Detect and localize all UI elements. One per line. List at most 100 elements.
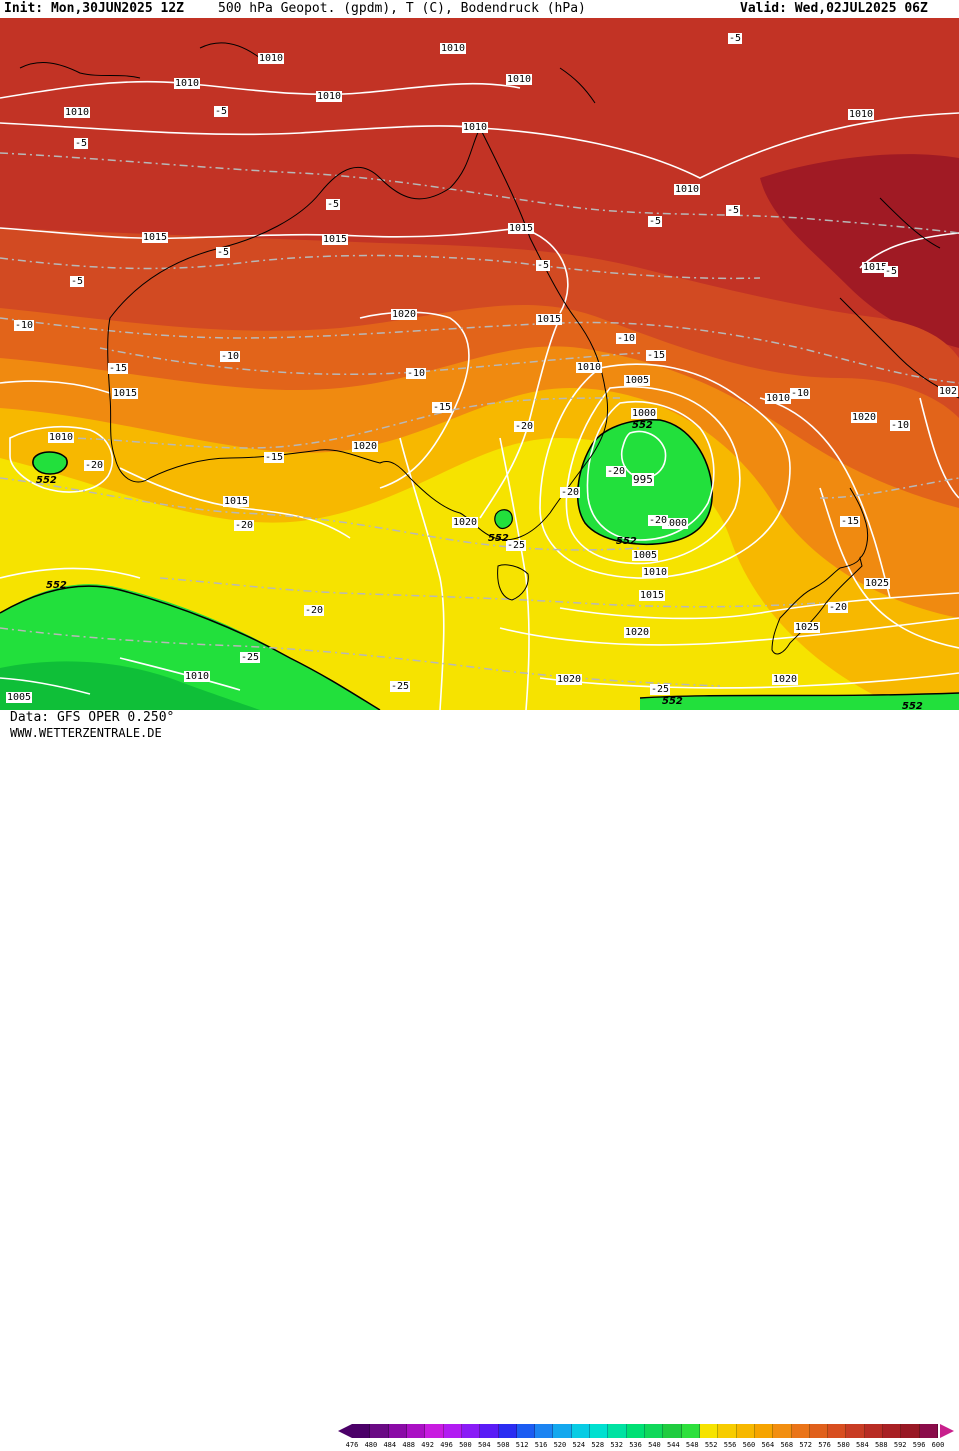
isotherm-label: -20 [514, 421, 535, 432]
scale-swatch [736, 1424, 755, 1438]
isobar-label: 1010 [765, 393, 792, 404]
isotherm-label: -15 [840, 516, 861, 527]
scale-tick-label: 532 [610, 1441, 623, 1449]
scale-tick-label: 572 [799, 1441, 812, 1449]
isobar-label: 1010 [642, 567, 669, 578]
isotherm-label: -15 [432, 402, 453, 413]
scale-tick-label: 488 [402, 1441, 416, 1449]
isotherm-label: -15 [646, 350, 667, 361]
scale-tick-label: 600 [931, 1441, 945, 1449]
scale-swatch [535, 1424, 554, 1438]
scale-swatch [919, 1424, 938, 1438]
scale-arrow-right-icon [940, 1424, 954, 1438]
scale-tick-label: 576 [818, 1441, 831, 1449]
isobar-label: 1015 [508, 223, 535, 234]
map-canvas [0, 18, 959, 710]
scale-arrow-left-icon [338, 1424, 352, 1438]
scale-swatch [461, 1424, 481, 1438]
isotherm-label: -5 [216, 247, 231, 258]
isotherm-label: -10 [406, 368, 427, 379]
geopot-552-contour [0, 585, 381, 710]
scale-tick-label: 480 [364, 1441, 378, 1449]
isobar-label: 1000 [631, 408, 658, 419]
isotherm-label: -25 [650, 684, 671, 695]
isotherm-label: -10 [890, 420, 911, 431]
isobar-label: 1000 [662, 518, 689, 529]
scale-swatch [883, 1424, 902, 1438]
scale-tick-label: 568 [780, 1441, 794, 1449]
scale-tick-label: 492 [421, 1441, 434, 1449]
isobar-label: 1025 [864, 578, 891, 589]
scale-tick-label: 592 [893, 1441, 907, 1449]
low-center-pressure: 995 [632, 473, 654, 486]
isobar-label: 1005 [632, 550, 659, 561]
scale-tick-label: 496 [440, 1441, 453, 1449]
low-band-southeast [640, 693, 959, 710]
scale-tick-label: 548 [685, 1441, 699, 1449]
isotherm-label: -5 [726, 205, 741, 216]
geopotential-label: 552 [662, 696, 683, 707]
isotherm-label: -10 [220, 351, 241, 362]
isotherm-label: -25 [240, 652, 261, 663]
scale-tick-label: 584 [856, 1441, 869, 1449]
isotherm-label: -5 [326, 199, 341, 210]
isobar-label: 1010 [316, 91, 343, 102]
scale-tick-label: 556 [723, 1441, 737, 1449]
isotherm-label: -25 [390, 681, 411, 692]
isobar-label: 1010 [576, 362, 603, 373]
scale-tick-label: 504 [477, 1441, 491, 1449]
geopotential-label: 552 [488, 533, 509, 544]
geopotential-label: 552 [902, 701, 923, 710]
isotherm-label: -20 [234, 520, 255, 531]
scale-tick-label: 536 [629, 1441, 642, 1449]
isotherm-label: -5 [648, 216, 663, 227]
isotherm-label: -20 [606, 466, 627, 477]
isobar-label: 102 [938, 386, 959, 397]
low-band-south-dark [0, 661, 260, 710]
isobar-label: 1015 [322, 234, 349, 245]
scale-swatch [699, 1424, 719, 1438]
scale-swatch [626, 1424, 645, 1438]
isobar-label: 1010 [674, 184, 701, 195]
isobar-label: 1015 [223, 496, 250, 507]
scale-swatch [718, 1424, 737, 1438]
isotherm-label: -10 [790, 388, 811, 399]
map-title: 500 hPa Geopot. (gpdm), T (C), Bodendruc… [218, 1, 586, 16]
scale-swatch [571, 1424, 591, 1438]
scale-tick-label: 560 [742, 1441, 756, 1449]
scale-swatch [370, 1424, 389, 1438]
isotherms [0, 152, 959, 687]
scale-tick-label: 588 [874, 1441, 888, 1449]
isobar-label: 1020 [556, 674, 583, 685]
isobar-label: 1020 [452, 517, 479, 528]
isobar-label: 1015 [142, 232, 169, 243]
scale-swatch [846, 1424, 865, 1438]
isotherm-label: -20 [648, 515, 669, 526]
isobar-label: 1010 [462, 122, 489, 133]
scale-swatch [809, 1424, 829, 1438]
isotherm-label: -5 [728, 33, 743, 44]
scale-tick-label: 508 [496, 1441, 510, 1449]
scale-tick-label: 524 [572, 1441, 586, 1449]
scale-swatch [864, 1424, 884, 1438]
isotherm-label: -10 [14, 320, 35, 331]
scale-tick-label: 564 [761, 1441, 775, 1449]
isobar-label: 1010 [848, 109, 875, 120]
scale-tick-label: 580 [837, 1441, 850, 1449]
geopotential-label: 552 [36, 475, 57, 486]
scale-swatch [498, 1424, 517, 1438]
scale-swatch [352, 1424, 371, 1438]
scale-swatch [901, 1424, 920, 1438]
low-cell-west [32, 451, 68, 475]
isobar-label: 1010 [48, 432, 75, 443]
isobar-label: 1020 [391, 309, 418, 320]
scale-swatch [608, 1424, 627, 1438]
color-scale: 476 480 484 488 492 496 500 504 508 512 516 520 524 5… [336, 1422, 956, 1450]
band-600 [760, 154, 959, 348]
scale-bar [352, 1424, 938, 1438]
isobar-label: 1010 [184, 671, 211, 682]
isobar-label: 1015 [112, 388, 139, 399]
isobar-label: 1010 [258, 53, 285, 64]
scale-swatch [443, 1424, 462, 1438]
scale-swatch [681, 1424, 700, 1438]
